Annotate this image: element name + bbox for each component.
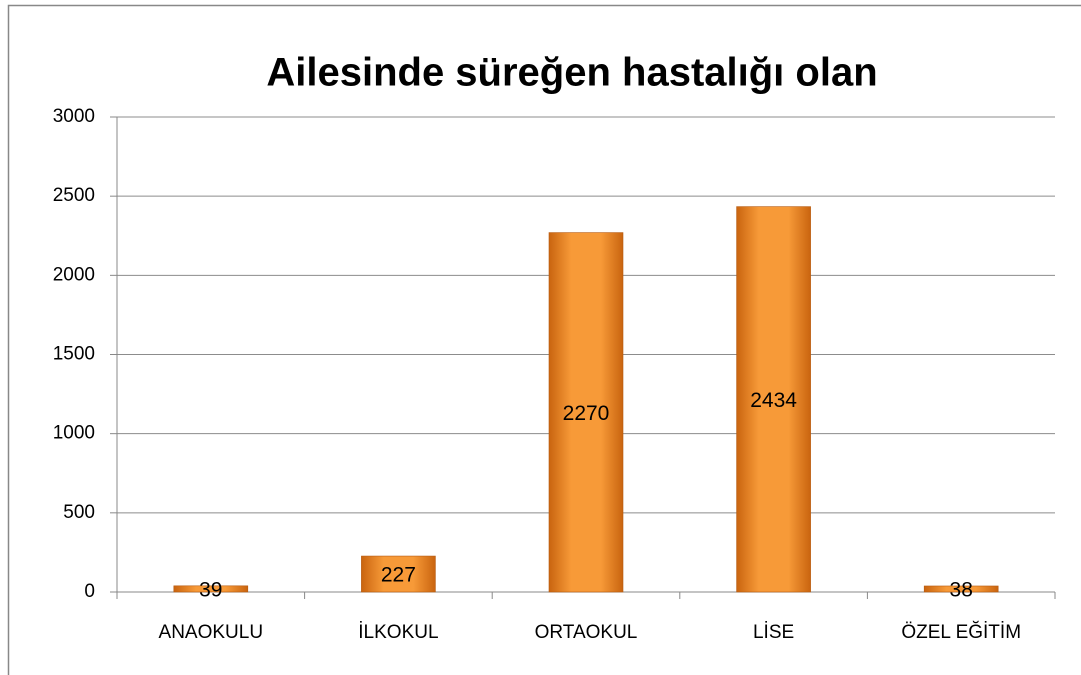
data-label: 2434	[750, 389, 797, 412]
data-label: 39	[199, 578, 222, 601]
bar	[923, 585, 999, 593]
y-tick-label: 3000	[53, 106, 95, 127]
y-tick-label: 0	[84, 581, 95, 602]
x-tick-label: İLKOKUL	[358, 622, 438, 643]
bar	[361, 555, 436, 593]
x-tick-label: LİSE	[753, 622, 794, 643]
data-label: 227	[381, 564, 416, 587]
chart-title: Ailesinde süreğen hastalığı olan	[266, 51, 877, 95]
x-tick-label: ANAOKULU	[159, 622, 264, 643]
data-label: 38	[950, 579, 973, 602]
bar	[548, 232, 624, 593]
x-tick-label: ORTAOKUL	[535, 622, 638, 643]
y-tick-label: 1500	[53, 344, 95, 365]
y-tick-label: 2000	[53, 264, 95, 285]
bar	[173, 585, 249, 593]
data-label: 2270	[563, 402, 610, 425]
y-tick-label: 1000	[53, 423, 95, 444]
y-tick-label: 500	[63, 502, 95, 523]
x-tick-label: ÖZEL EĞİTİM	[901, 621, 1021, 643]
bar	[736, 206, 811, 593]
chart-frame	[7, 4, 1081, 675]
y-tick-label: 2500	[53, 185, 95, 206]
